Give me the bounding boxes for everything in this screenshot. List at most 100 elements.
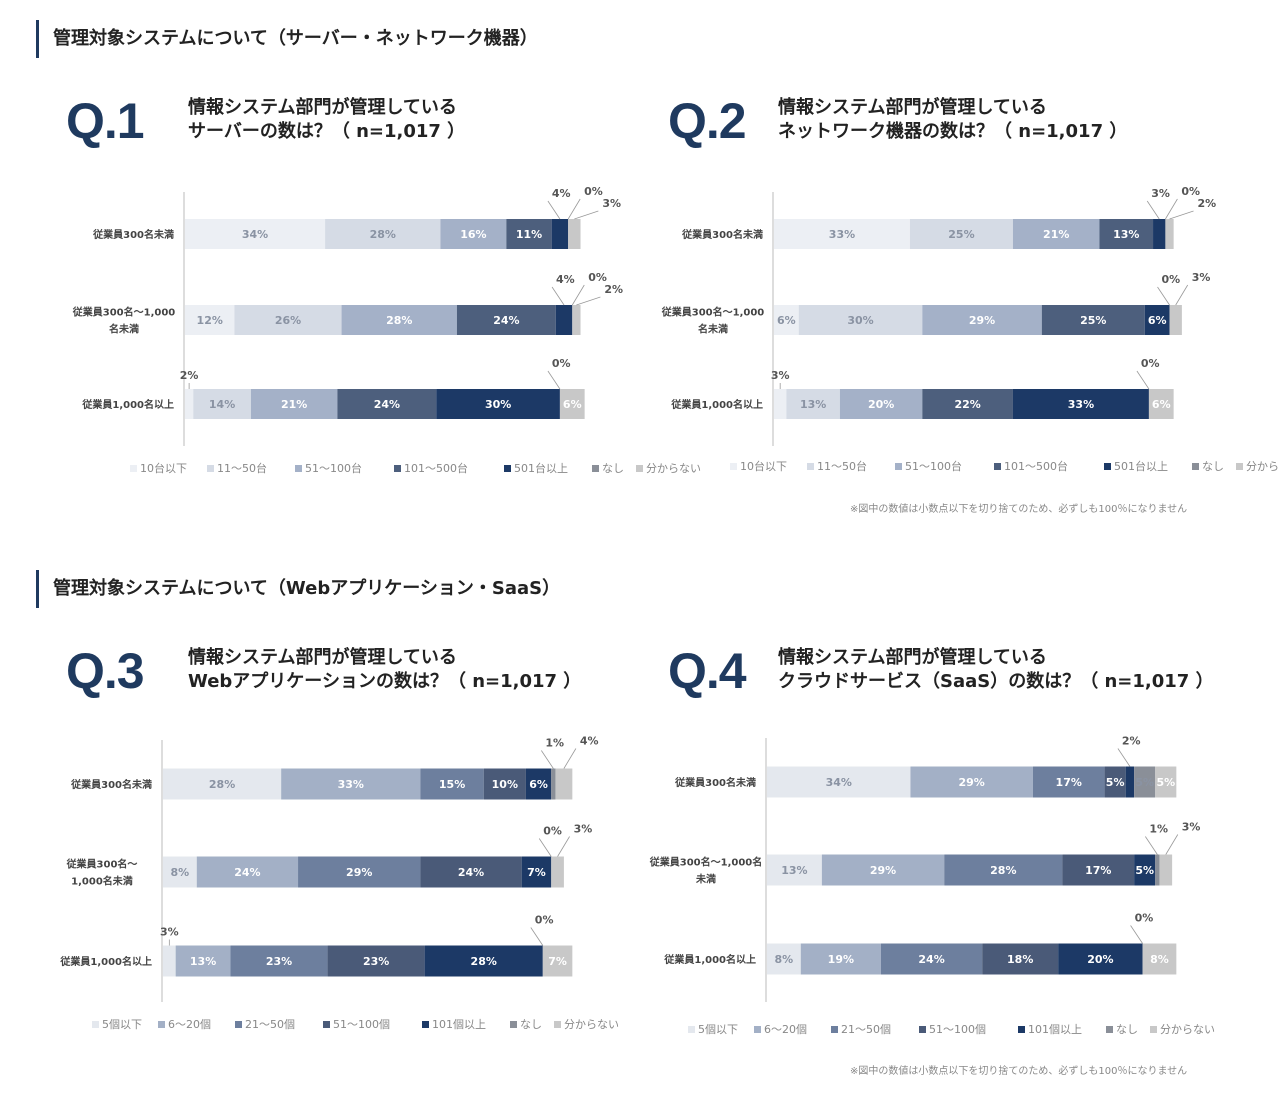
q2-bar-segment	[774, 219, 910, 249]
q2-callout-label: 3%	[771, 369, 790, 382]
section-title-2: 管理対象システムについて（Webアプリケーション・SaaS）	[36, 570, 560, 608]
q4-legend-label: 21～50個	[841, 1023, 891, 1036]
q4-legend-label: 51～100個	[929, 1023, 986, 1036]
q2-callout-label: 0%	[1141, 357, 1160, 370]
q4-bar-segment	[1104, 766, 1126, 798]
q3-legend-swatch	[422, 1021, 429, 1028]
q4-callout-line	[1145, 836, 1158, 855]
q2-legend-swatch	[807, 463, 814, 470]
q3-title: 情報システム部門が管理している Webアプリケーションの数は？（ n=1,017…	[188, 646, 581, 694]
q1-callout-label: 2%	[180, 369, 199, 382]
q4-data-label: 19%	[828, 953, 854, 966]
q3-category-label: 従業員300名未満	[70, 778, 152, 791]
q1-bar-segment	[250, 389, 338, 419]
q2-title-line2: ネットワーク機器の数は？（ n=1,017 ）	[778, 121, 1128, 142]
q4-bar-segment	[821, 854, 945, 886]
q1-bar-segment	[341, 305, 457, 335]
q2-bar-segment	[1012, 389, 1149, 419]
q2-bar-segment	[839, 389, 923, 419]
q2-data-label: 6%	[1148, 314, 1167, 327]
q3-bar-segment	[555, 768, 573, 800]
q1-callout-line	[567, 198, 581, 220]
q3-callout-label: 0%	[535, 914, 554, 927]
q2-legend-swatch	[1192, 463, 1199, 470]
q1-callout-line	[571, 284, 585, 306]
q3-data-label: 24%	[234, 866, 260, 879]
q4-legend-label: 101個以上	[1028, 1023, 1082, 1036]
q2-title: 情報システム部門が管理している ネットワーク機器の数は？（ n=1,017 ）	[778, 96, 1127, 144]
q1-title-line1: 情報システム部門が管理している	[188, 97, 457, 118]
q1-data-label: 28%	[386, 314, 412, 327]
q1-legend-label: 501台以上	[514, 461, 568, 475]
q1-data-label: 24%	[493, 314, 519, 327]
q1-bar-segment	[337, 389, 437, 419]
q4-data-label: 8%	[775, 953, 794, 966]
q3-legend-label: なし	[520, 1018, 542, 1031]
q2-data-label: 30%	[847, 314, 873, 327]
q1-legend-swatch	[130, 465, 137, 472]
q1-bar-segment	[185, 219, 326, 249]
q3-legend-swatch	[510, 1021, 517, 1028]
q1-bar-segment	[559, 389, 585, 419]
q3-data-label: 10%	[492, 778, 518, 791]
q4-category-label: 未満	[695, 873, 716, 886]
q2-bar-segment	[1041, 305, 1145, 335]
q2-callout-line	[1157, 286, 1170, 306]
q3-callout-line	[530, 927, 544, 946]
q4-callout-label: 1%	[1149, 823, 1168, 836]
q1-callout-label: 0%	[584, 185, 603, 198]
q2-number: Q.2	[668, 93, 747, 149]
q4-data-label: 20%	[1087, 953, 1113, 966]
q1-legend-label: 11～50台	[217, 461, 267, 475]
q3-callout-label: 3%	[160, 926, 179, 939]
q1-data-label: 16%	[460, 228, 486, 241]
q3-data-label: 7%	[548, 955, 567, 968]
q2-category-label: 従業員300名～1,000	[661, 306, 765, 319]
q1-legend-label: なし	[602, 462, 624, 475]
q4-legend-swatch	[919, 1026, 926, 1033]
q3-title-line1: 情報システム部門が管理している	[188, 647, 457, 668]
q1-category-label: 従業員300名未満	[92, 228, 174, 241]
q2-bar-segment	[798, 305, 923, 335]
q3-data-label: 15%	[439, 778, 465, 791]
q4-legend-swatch	[831, 1026, 838, 1033]
q4-callout-label: 2%	[1122, 735, 1141, 748]
q1-legend-swatch	[394, 465, 401, 472]
q1-callout-label: 0%	[588, 271, 607, 284]
q1-bar-segment	[325, 219, 441, 249]
q2-callout-label: 0%	[1181, 185, 1200, 198]
q1-data-label: 34%	[242, 228, 268, 241]
q4-data-label: 18%	[1007, 953, 1033, 966]
q2-callout-label: 3%	[1151, 187, 1170, 200]
q3-legend-label: 分からない	[564, 1018, 619, 1031]
q2-data-label: 25%	[1080, 314, 1106, 327]
q3-data-label: 29%	[346, 866, 372, 879]
q1-title-line2: サーバーの数は？（ n=1,017 ）	[188, 121, 466, 142]
q2-legend-label: 51～100台	[905, 459, 962, 473]
q2-bar-segment	[1099, 219, 1154, 249]
q4-bar-segment	[1125, 766, 1135, 798]
q2-bar-segment	[1165, 219, 1174, 249]
q3-callout-line	[557, 836, 570, 857]
q1-bar-segment	[436, 389, 560, 419]
q1-bar-segment	[456, 305, 556, 335]
q2-callout-line	[1165, 198, 1178, 220]
q1-callout-line	[547, 370, 561, 390]
q3-bar-segment	[542, 945, 573, 977]
q4-data-label: 17%	[1085, 864, 1111, 877]
q1-callout-line	[574, 210, 599, 220]
q3-bar-segment	[163, 768, 282, 800]
q4-bar-segment	[1155, 766, 1177, 798]
q3-data-label: 8%	[171, 866, 190, 879]
q2-data-label: 22%	[954, 398, 980, 411]
q2-bar-segment	[774, 305, 799, 335]
q3-bar-segment	[327, 945, 425, 977]
q4-legend-label: なし	[1116, 1023, 1138, 1036]
q1-legend-swatch	[207, 465, 214, 472]
q2-callout-line	[1169, 210, 1194, 220]
q2-legend-label: 10台以下	[740, 459, 787, 473]
q4-number: Q.4	[668, 643, 747, 699]
q1-legend-label: 51～100台	[305, 461, 362, 475]
q4-bar-segment	[880, 943, 983, 975]
